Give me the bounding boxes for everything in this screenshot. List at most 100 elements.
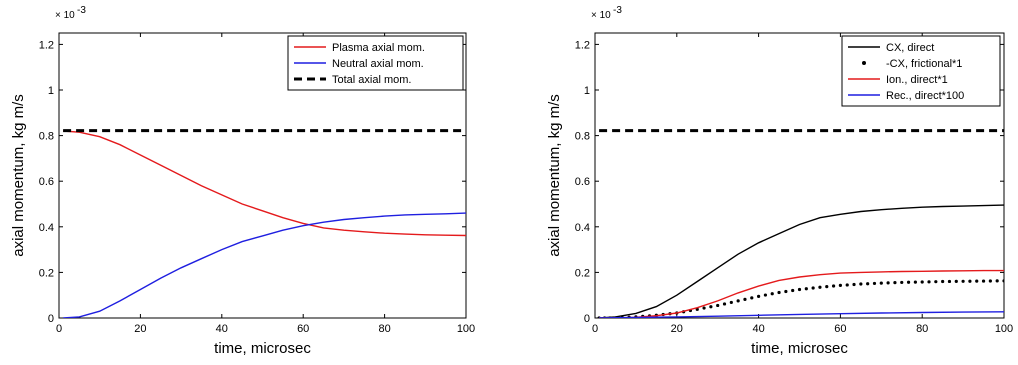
- y-tick-label: 0.6: [39, 176, 54, 188]
- series-point: [797, 287, 802, 292]
- series-point: [716, 303, 720, 308]
- x-tick-label: 60: [834, 323, 846, 335]
- y-multiplier-label: × 10: [591, 10, 611, 21]
- y-tick-label: 0.6: [575, 176, 590, 188]
- y-axis-label: axial momentum, kg m/s: [10, 94, 27, 257]
- series-ion-direct-1: [599, 269, 1004, 318]
- series-point: [879, 281, 883, 285]
- y-tick-label: 0.2: [39, 267, 54, 279]
- x-tick-label: 40: [752, 323, 764, 335]
- series-point: [777, 290, 781, 295]
- x-tick-label: 80: [378, 323, 390, 335]
- series-cx-direct: [599, 204, 1004, 318]
- legend-label: Rec., direct*100: [886, 90, 964, 102]
- series-group: [63, 129, 466, 318]
- series-point: [859, 282, 863, 286]
- y-tick-label: 1: [584, 85, 590, 97]
- y-tick-label: 0.4: [39, 222, 54, 234]
- y-tick-label: 0: [48, 313, 54, 325]
- y-tick-label: 0.2: [575, 267, 590, 279]
- series-point: [906, 280, 911, 284]
- series-point: [954, 279, 958, 283]
- legend-label: Neutral axial mom.: [332, 58, 424, 70]
- x-axis-label: time, microsec: [751, 340, 848, 357]
- series-point: [831, 284, 836, 288]
- series-point: [729, 300, 733, 305]
- series-cx-frictional-1: [597, 279, 1004, 318]
- x-tick-label: 0: [56, 323, 62, 335]
- legend-label: Plasma axial mom.: [332, 42, 425, 54]
- legend: Plasma axial mom. Neutral axial mom. Total…: [287, 35, 464, 91]
- series-rec-direct-100: [599, 311, 1004, 318]
- series-point: [961, 279, 965, 283]
- x-tick-label: 100: [457, 323, 475, 335]
- series-neutral-axial-mom: [63, 212, 466, 318]
- series-point: [968, 279, 972, 283]
- series-point: [947, 279, 952, 284]
- legend-entry: Neutral axial mom.: [294, 58, 424, 70]
- legend-label: Total axial mom.: [332, 74, 411, 86]
- series-point: [763, 293, 768, 297]
- series-point: [757, 294, 761, 298]
- series-point: [981, 279, 986, 283]
- series-plasma-axial-mom: [63, 130, 466, 237]
- series-point: [709, 305, 713, 309]
- y-tick-label: 0: [584, 313, 590, 325]
- series-point: [934, 280, 938, 284]
- y-multiplier-exponent: -3: [613, 5, 622, 16]
- series-point: [913, 280, 917, 284]
- x-tick-label: 20: [134, 323, 146, 335]
- series-point: [1002, 279, 1004, 283]
- x-tick-label: 40: [216, 323, 228, 335]
- series-point: [825, 285, 829, 289]
- series-point: [722, 302, 727, 306]
- series-point: [975, 279, 979, 283]
- series-point: [988, 279, 992, 283]
- series-point: [736, 299, 740, 303]
- series-point: [770, 292, 774, 296]
- series-point: [818, 285, 822, 289]
- legend-entry: Plasma axial mom.: [294, 42, 425, 54]
- series-point: [743, 297, 747, 301]
- legend: CX, direct -CX, frictional*1 Ion., direct*…: [841, 35, 1001, 107]
- x-tick-label: 0: [592, 323, 598, 335]
- series-point: [750, 296, 754, 300]
- y-tick-label: 1: [48, 85, 54, 97]
- legend-marker: [862, 61, 866, 65]
- y-tick-label: 1.2: [39, 39, 54, 51]
- x-tick-label: 60: [297, 323, 309, 335]
- x-tick-label: 100: [995, 323, 1013, 335]
- series-point: [702, 306, 706, 310]
- series-point: [941, 279, 945, 284]
- series-point: [784, 289, 788, 294]
- x-tick-label: 20: [671, 323, 683, 335]
- legend-entry: CX, direct: [848, 42, 934, 54]
- series-point: [995, 279, 999, 283]
- chart-panel-1: 0 20 40 60 80 100 0 0.2 0.4 0.6 0.8 1 1.2 × 10 -3 time,…: [10, 5, 475, 357]
- x-tick-label: 80: [916, 323, 928, 335]
- series-point: [804, 287, 808, 291]
- x-axis-label: time, microsec: [214, 340, 311, 357]
- series-group: [597, 129, 1004, 318]
- y-tick-label: 0.8: [575, 131, 590, 143]
- y-tick-label: 1.2: [575, 39, 590, 51]
- legend-label: -CX, frictional*1: [886, 58, 962, 70]
- series-point: [866, 282, 870, 286]
- series-point: [900, 280, 904, 285]
- series-point: [893, 281, 897, 285]
- series-point: [838, 283, 843, 287]
- series-point: [920, 280, 924, 284]
- y-axis-label: axial momentum, kg m/s: [546, 94, 563, 257]
- y-tick-label: 0.8: [39, 131, 54, 143]
- series-point: [845, 283, 849, 287]
- legend-entry: Total axial mom.: [294, 74, 411, 86]
- series-point: [811, 286, 815, 290]
- y-tick-label: 0.4: [575, 222, 590, 234]
- y-multiplier-label: × 10: [55, 10, 75, 21]
- legend-entry: Rec., direct*100: [848, 90, 964, 102]
- series-point: [886, 281, 890, 285]
- series-point: [791, 288, 795, 293]
- legend-label: Ion., direct*1: [886, 74, 948, 86]
- series-point: [927, 280, 931, 284]
